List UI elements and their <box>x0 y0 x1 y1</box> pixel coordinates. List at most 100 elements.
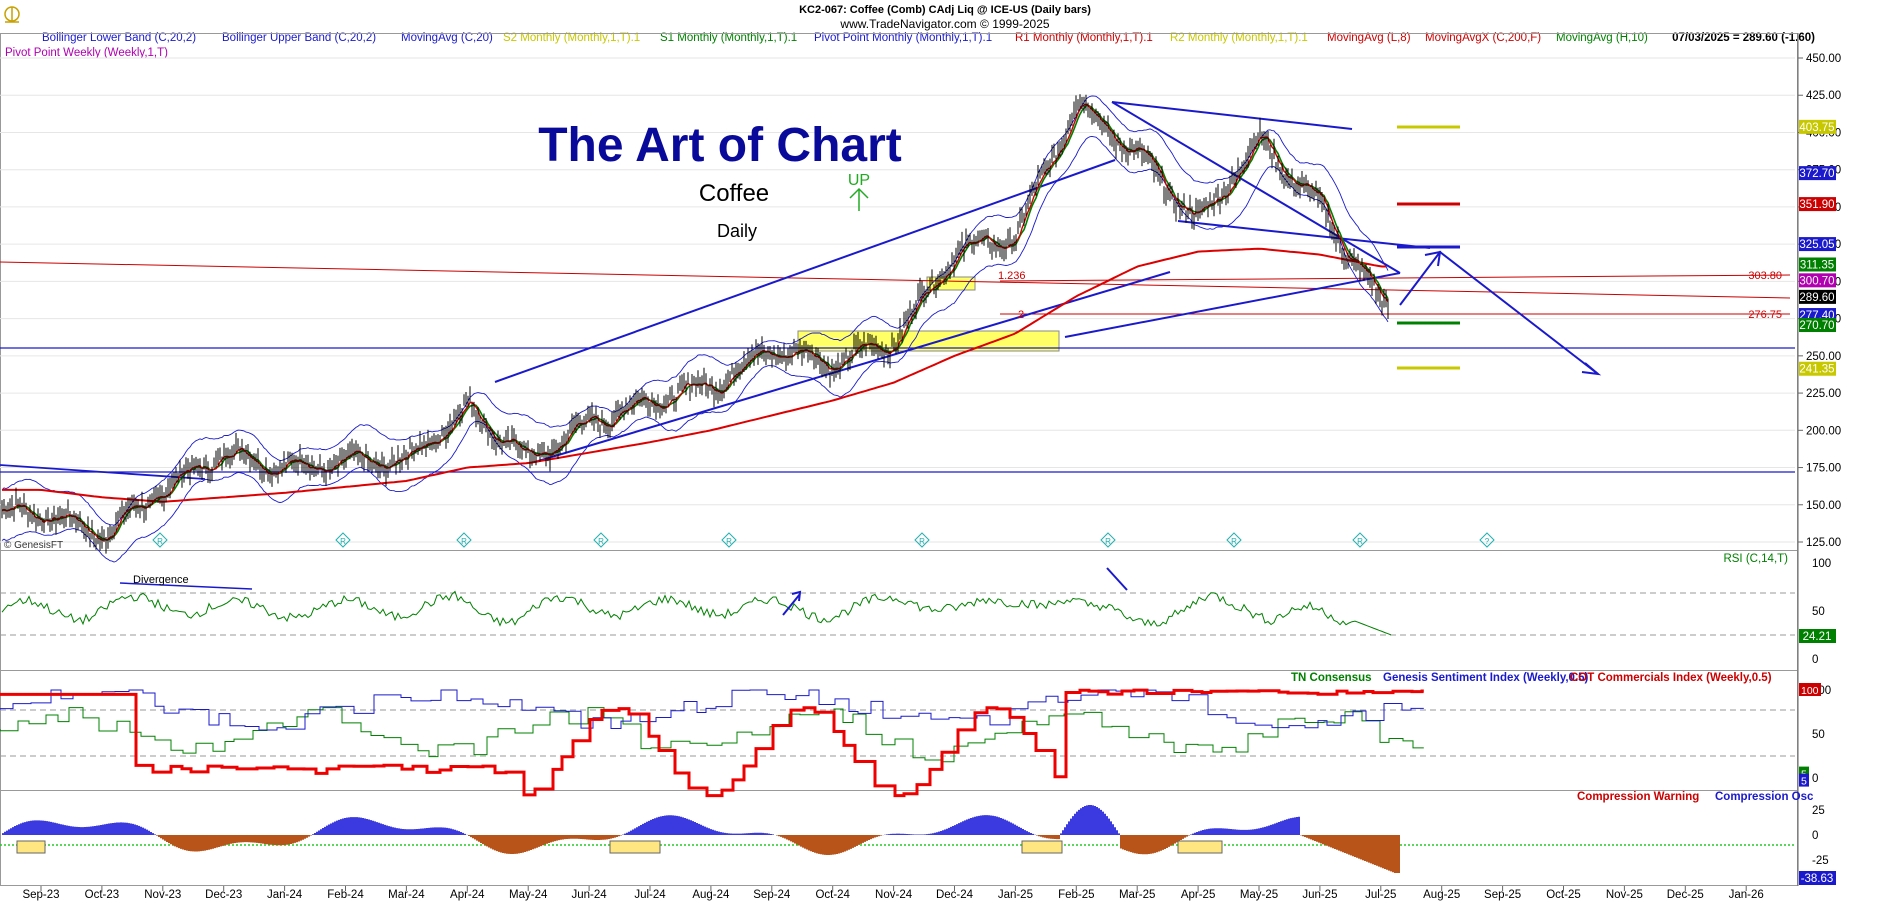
month-label: Mar-24 <box>388 889 425 901</box>
month-label: Sep-25 <box>1484 889 1521 901</box>
month-label: May-24 <box>509 889 548 901</box>
price-tick: 175.00 <box>1806 463 1841 475</box>
price-badge: 289.60 <box>1799 292 1834 304</box>
copyright-text: www.TradeNavigator.com © 1999-2025 <box>839 17 1049 31</box>
price-tick: 250.00 <box>1806 351 1841 363</box>
projection-arrowhead <box>1581 362 1602 376</box>
rsi-top-line <box>1106 567 1128 591</box>
rsi-arrow-head <box>791 590 802 602</box>
bollinger-upper <box>1 95 1389 526</box>
tn-consensus-line <box>0 707 1424 763</box>
price-badge: 403.75 <box>1799 122 1834 134</box>
rsi-arrow-up <box>782 593 801 616</box>
sentiment-badge-bg <box>1799 766 1809 780</box>
sentiment-tick: 50 <box>1812 729 1825 741</box>
month-label: Jan-24 <box>267 889 303 901</box>
fib-2-label: 2 <box>1018 309 1024 321</box>
month-label: Jul-24 <box>634 889 666 901</box>
month-label: Feb-24 <box>327 889 364 901</box>
legend-item: MovingAvg (H,10) <box>1556 32 1648 44</box>
price-badge-bg <box>1799 318 1836 333</box>
compression-panel: Compression Warning Compression Osc 25 0 -2… <box>0 791 1836 885</box>
date-axis: Sep-23 Oct-23 Nov-23 Dec-23 Jan-24 Feb-24 Mar-… <box>22 886 1764 901</box>
legend-item: MovingAvg (C,20) <box>401 32 493 44</box>
price-badge: 270.70 <box>1799 320 1834 332</box>
price-badge-bg <box>1799 289 1836 304</box>
sentiment-badge: 100 <box>1801 685 1819 697</box>
channel-upper <box>494 159 1116 383</box>
month-label: Jun-25 <box>1302 889 1337 901</box>
month-label: Jan-26 <box>1729 889 1764 901</box>
bollinger-lower <box>1 135 1389 563</box>
price-tick: 450.00 <box>1806 53 1841 65</box>
compression-warning-box <box>609 840 661 854</box>
r-marker-icon <box>1226 532 1242 548</box>
sentiment-legend: Genesis Sentiment Index (Weekly,0.5) <box>1383 672 1589 684</box>
r-marker-text: R <box>461 537 467 546</box>
r-marker-text: R <box>726 537 732 546</box>
ma200-line <box>2 247 1386 503</box>
month-label: Sep-24 <box>753 889 791 901</box>
month-label: Oct-25 <box>1546 889 1581 901</box>
compression-tick: 0 <box>1812 830 1818 842</box>
compression-negative <box>156 835 1400 873</box>
channel-lower-b <box>1064 272 1401 338</box>
indicator-legend: Bollinger Lower Band (C,20,2) Bollinger U… <box>42 32 1648 44</box>
legend-item: Pivot Point Monthly (Monthly,1,T).1 <box>814 32 992 44</box>
sentiment-tick: 0 <box>1812 773 1818 785</box>
compression-tick: 25 <box>1812 805 1825 817</box>
sentiment-legend: COT Commercials Index (Weekly,0.5) <box>1570 672 1772 684</box>
rsi-tick: 0 <box>1812 654 1818 666</box>
legend-item: Bollinger Upper Band (C,20,2) <box>222 32 376 44</box>
month-label: Jul-25 <box>1365 889 1396 901</box>
month-label: Aug-24 <box>692 889 730 901</box>
legend-item: S1 Monthly (Monthly,1,T).1 <box>660 32 797 44</box>
sentiment-badge: 5 <box>1801 776 1807 788</box>
r-marker-text: R <box>598 537 604 546</box>
level-276-label: 276.75 <box>1748 309 1782 321</box>
price-badge: 311.35 <box>1800 259 1834 271</box>
month-label: Dec-24 <box>936 889 974 901</box>
channel-lower-a <box>534 271 1171 463</box>
chart-headline: The Art of Chart <box>538 119 902 172</box>
price-tick: 150.00 <box>1806 500 1841 512</box>
price-badge: 300.70 <box>1799 275 1834 287</box>
price-badge: 325.05 <box>1799 239 1834 251</box>
month-label: Sep-23 <box>22 889 59 901</box>
month-label: Aug-25 <box>1423 889 1460 901</box>
compression-warning-box <box>1021 840 1063 854</box>
compression-positive <box>2 805 1300 835</box>
legend-item: Bollinger Lower Band (C,20,2) <box>42 32 196 44</box>
month-label: Oct-23 <box>85 889 120 901</box>
sentiment-panel: TN Consensus Genesis Sentiment Index (Wee… <box>0 672 1831 798</box>
watermark: © GenesisFT <box>4 540 63 551</box>
bounce-arrowhead <box>1424 250 1442 267</box>
compression-legend: Compression Warning <box>1577 791 1699 803</box>
chart-commodity: Coffee <box>699 180 769 207</box>
compression-warning-box <box>16 840 46 854</box>
wedge-top <box>1111 101 1353 130</box>
month-label: Oct-24 <box>815 889 850 901</box>
fib-1236-label: 1.236 <box>998 270 1026 282</box>
month-label: May-25 <box>1240 889 1278 901</box>
price-badge: 241.35 <box>1799 364 1834 376</box>
chart-period: Daily <box>717 221 757 241</box>
rsi-label: RSI (C,14,T) <box>1723 553 1788 565</box>
r-marker-text: R <box>340 537 346 546</box>
month-label: Jun-24 <box>572 889 608 901</box>
comp-badge: -38.63 <box>1801 873 1834 885</box>
up-label: UP <box>848 172 870 189</box>
compression-legend: Compression Osc <box>1715 791 1814 803</box>
month-label: Jan-25 <box>998 889 1033 901</box>
rsi-badge-bg <box>1799 629 1836 643</box>
price-badge: 372.70 <box>1799 168 1834 180</box>
event-markers: R R R R R R R R R? <box>152 532 1495 548</box>
price-plot: The Art of Chart Coffee Daily UP 1.236 2… <box>0 94 1795 563</box>
r-marker-text: ? <box>1485 537 1490 546</box>
legend-item: R1 Monthly (Monthly,1,T).1 <box>1015 32 1153 44</box>
rsi-tick: 50 <box>1812 606 1825 618</box>
rsi-line <box>1 590 1392 636</box>
last-quote: 07/03/2025 = 289.60 (-1.60) <box>1672 32 1815 44</box>
month-label: Nov-25 <box>1606 889 1643 901</box>
